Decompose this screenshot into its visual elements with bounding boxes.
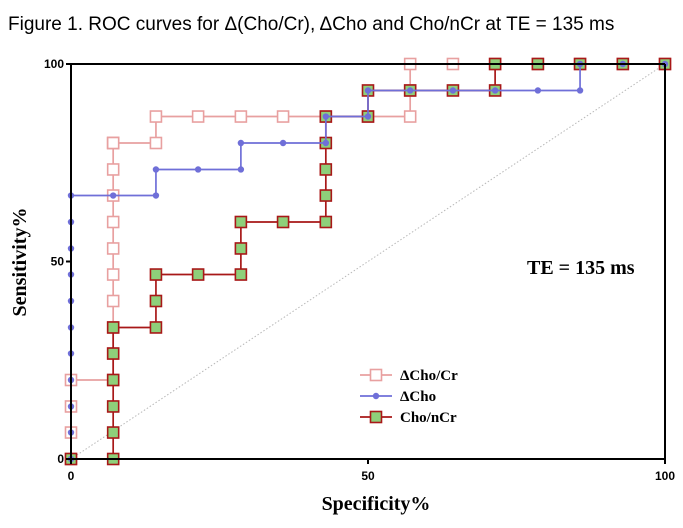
data-point: [149, 321, 163, 334]
data-point: [491, 87, 499, 94]
legend-marker: [369, 410, 383, 424]
data-point: [106, 294, 120, 308]
data-point: [237, 139, 245, 147]
data-point: [152, 192, 160, 199]
data-point: [152, 166, 160, 173]
data-point: [364, 87, 372, 94]
y-tick-label: 0: [57, 452, 64, 466]
data-point: [106, 215, 120, 229]
data-point: [106, 426, 120, 439]
data-point: [106, 136, 120, 150]
legend-label: Cho/nCr: [400, 410, 457, 426]
data-point: [576, 87, 584, 94]
x-tick-label: 50: [361, 469, 375, 483]
data-point: [191, 268, 205, 281]
figure-title: Figure 1. ROC curves for Δ(Cho/Cr), ΔCho…: [8, 14, 615, 35]
data-point: [319, 163, 333, 176]
data-point: [106, 242, 120, 255]
data-point: [106, 163, 120, 176]
y-tick-label: 100: [44, 57, 64, 71]
x-axis-title: Specificity%: [322, 493, 431, 515]
x-tick-label: 100: [655, 469, 675, 483]
data-point: [234, 268, 248, 281]
data-point: [276, 215, 290, 229]
data-point: [234, 215, 248, 229]
data-point: [106, 268, 120, 281]
legend-label: ΔCho: [400, 389, 436, 405]
legend-label: ΔCho/Cr: [400, 368, 458, 384]
data-point: [534, 87, 542, 94]
legend: ΔCho/Cr ΔCho Cho/nCr: [360, 368, 458, 426]
te-annotation: TE = 135 ms: [527, 257, 635, 279]
data-point: [106, 347, 120, 360]
data-point: [403, 110, 417, 123]
data-point: [234, 242, 248, 255]
data-point: [322, 113, 330, 120]
data-point: [149, 294, 163, 308]
data-point: [276, 110, 290, 123]
data-point: [109, 192, 117, 199]
legend-marker: [372, 392, 380, 400]
y-axis-title: Sensitivity%: [9, 208, 31, 317]
data-point: [106, 321, 120, 334]
data-point: [234, 110, 248, 123]
data-point: [449, 87, 457, 94]
data-point: [149, 268, 163, 281]
data-point: [106, 373, 120, 387]
data-point: [406, 87, 414, 94]
data-point: [106, 400, 120, 413]
legend-marker: [369, 368, 383, 382]
data-point: [194, 166, 202, 173]
data-point: [319, 189, 333, 202]
data-point: [237, 166, 245, 173]
data-point: [322, 139, 330, 147]
data-point: [364, 113, 372, 120]
data-point: [191, 110, 205, 123]
y-tick-label: 50: [51, 255, 65, 269]
data-point: [279, 139, 287, 147]
data-point: [149, 110, 163, 123]
x-tick-label: 0: [68, 469, 75, 483]
data-point: [149, 136, 163, 150]
data-point: [319, 215, 333, 229]
